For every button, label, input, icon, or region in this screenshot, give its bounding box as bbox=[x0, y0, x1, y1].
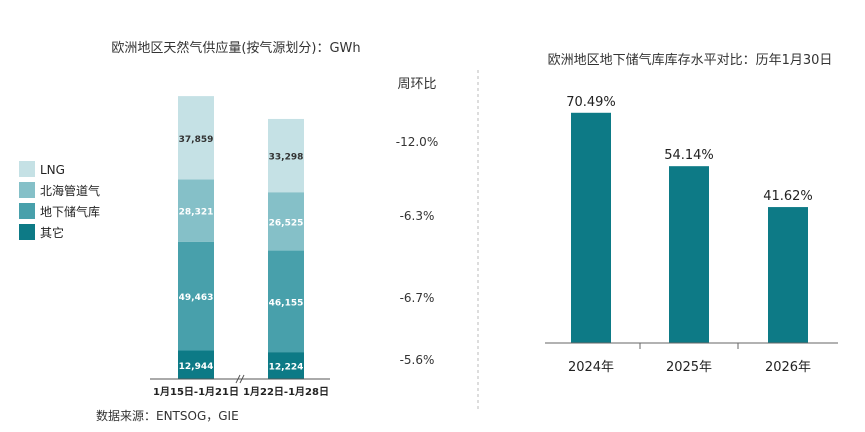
bar bbox=[768, 207, 808, 343]
legend-label: LNG bbox=[40, 163, 65, 177]
bar-data-label: 12,944 bbox=[179, 362, 214, 372]
legend-swatch bbox=[19, 203, 35, 219]
left-x-axis: 1月15日-1月21日 1月22日-1月28日 bbox=[150, 374, 330, 398]
bar-segment-1-1 bbox=[268, 250, 304, 353]
axis-break-mark bbox=[235, 374, 241, 384]
wow-value: -6.3% bbox=[400, 209, 435, 223]
bar-segment-3-0 bbox=[178, 96, 214, 180]
bar-data-label: 12,224 bbox=[269, 363, 304, 373]
legend-swatch bbox=[19, 182, 35, 198]
wow-value: -5.6% bbox=[400, 353, 435, 367]
source-note: 数据来源：ENTSOG，GIE bbox=[96, 408, 239, 423]
right-chart-title: 欧洲地区地下储气库库存水平对比：历年1月30日 bbox=[548, 52, 833, 68]
bar bbox=[669, 166, 709, 343]
bar-value-label: 41.62% bbox=[763, 189, 813, 204]
bar-value-label: 70.49% bbox=[566, 95, 616, 110]
bar-data-label: 49,463 bbox=[179, 293, 214, 303]
legend-label: 北海管道气 bbox=[40, 183, 100, 198]
right-bars: 70.49% 54.14% 41.62% bbox=[566, 95, 813, 343]
bar-data-label: 46,155 bbox=[269, 298, 304, 308]
bar bbox=[571, 112, 611, 343]
legend-label: 地下储气库 bbox=[40, 204, 100, 219]
bar-segment-0-1 bbox=[268, 352, 304, 379]
left-chart-title: 欧洲地区天然气供应量(按气源划分)：GWh bbox=[111, 40, 360, 56]
axis-break-mark bbox=[239, 374, 245, 384]
wow-column: 周环比 -5.6% -6.7% -6.3% -12.0% bbox=[396, 77, 438, 367]
wow-header: 周环比 bbox=[397, 77, 436, 92]
x-tick-label: 1月22日-1月28日 bbox=[243, 386, 329, 398]
legend-label: 其它 bbox=[40, 225, 64, 240]
left-stacked-bars: 12,944 49,463 28,321 37,859 12,224 46,155 26,5… bbox=[178, 96, 304, 379]
bar-segment-1-0 bbox=[178, 241, 214, 351]
x-tick-label: 2024年 bbox=[568, 360, 614, 375]
x-tick-label: 1月15日-1月21日 bbox=[153, 386, 239, 398]
bar-data-label: 33,298 bbox=[269, 153, 304, 163]
legend-swatch bbox=[19, 161, 35, 177]
bar-data-label: 28,321 bbox=[179, 208, 214, 218]
legend-swatch bbox=[19, 224, 35, 240]
x-tick-label: 2025年 bbox=[666, 360, 712, 375]
x-tick-label: 2026年 bbox=[765, 360, 811, 375]
wow-value: -12.0% bbox=[396, 135, 438, 149]
bar-segment-0-0 bbox=[178, 350, 214, 379]
bar-value-label: 54.14% bbox=[664, 148, 714, 163]
bar-segment-3-1 bbox=[268, 118, 304, 193]
bar-data-label: 26,525 bbox=[269, 218, 304, 228]
right-x-axis: 2024年 2025年 2026年 bbox=[545, 342, 838, 375]
bar-segment-2-0 bbox=[178, 179, 214, 242]
wow-value: -6.7% bbox=[400, 291, 435, 305]
bar-segment-2-1 bbox=[268, 192, 304, 251]
bar-data-label: 37,859 bbox=[179, 135, 214, 145]
